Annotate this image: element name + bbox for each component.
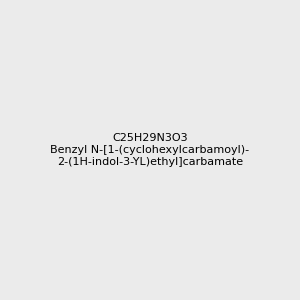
Text: C25H29N3O3
Benzyl N-[1-(cyclohexylcarbamoyl)-
2-(1H-indol-3-YL)ethyl]carbamate: C25H29N3O3 Benzyl N-[1-(cyclohexylcarbam… xyxy=(50,134,250,166)
